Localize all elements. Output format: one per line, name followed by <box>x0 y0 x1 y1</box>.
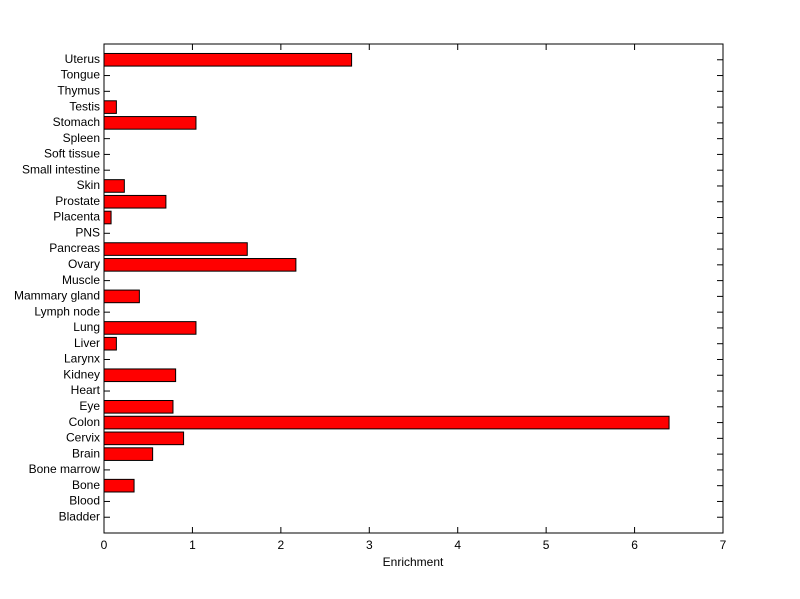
bar <box>103 210 112 225</box>
x-tick-label: 1 <box>189 538 196 552</box>
y-tick-label: Muscle <box>62 273 100 287</box>
bar <box>103 478 135 493</box>
y-tick-label: Soft tissue <box>44 147 100 161</box>
bar <box>103 336 117 351</box>
y-tick-label: Brain <box>72 446 100 460</box>
y-tick-label: Stomach <box>53 115 100 129</box>
y-tick-label: Larynx <box>64 352 100 366</box>
x-tick-label: 3 <box>366 538 373 552</box>
y-tick-label: Cervix <box>66 431 100 445</box>
x-tick-label: 5 <box>543 538 550 552</box>
bar <box>103 447 154 461</box>
y-tick-label: Prostate <box>55 194 100 208</box>
bar <box>103 194 167 209</box>
bar <box>103 399 174 414</box>
y-tick-label: Skin <box>77 178 100 192</box>
y-tick-label: Lymph node <box>34 304 100 318</box>
x-tick-label: 0 <box>101 538 108 552</box>
y-tick-label: Mammary gland <box>14 289 100 303</box>
x-tick-label: 4 <box>454 538 461 552</box>
plot-frame <box>103 43 724 534</box>
bar <box>103 52 353 67</box>
y-tick-label: Bone <box>72 478 100 492</box>
bar <box>103 258 297 272</box>
y-tick-label: Colon <box>69 415 100 429</box>
x-axis-label: Enrichment <box>383 555 444 569</box>
bar <box>103 116 197 130</box>
y-tick-label: Testis <box>69 99 100 113</box>
y-tick-label: PNS <box>75 225 100 239</box>
x-tick-label: 6 <box>631 538 638 552</box>
bar <box>103 415 670 430</box>
bar <box>103 100 117 114</box>
y-tick-label: Pancreas <box>49 241 100 255</box>
y-tick-label: Spleen <box>63 131 100 145</box>
y-tick-label: Placenta <box>53 210 100 224</box>
y-tick-label: Ovary <box>68 257 100 271</box>
bar <box>103 179 125 193</box>
bar <box>103 431 185 446</box>
bar <box>103 368 177 383</box>
y-tick-label: Thymus <box>57 83 100 97</box>
x-tick-label: 2 <box>278 538 285 552</box>
x-tick-label: 7 <box>720 538 727 552</box>
bar <box>103 242 248 256</box>
y-tick-label: Lung <box>73 320 100 334</box>
bar <box>103 289 140 304</box>
y-tick-label: Blood <box>69 494 100 508</box>
bar <box>103 321 197 335</box>
y-tick-label: Tongue <box>61 68 101 82</box>
y-tick-label: Bone marrow <box>29 462 101 476</box>
y-tick-label: Bladder <box>59 509 100 523</box>
y-tick-label: Eye <box>79 399 100 413</box>
y-tick-label: Liver <box>74 336 100 350</box>
y-tick-label: Small intestine <box>22 162 100 176</box>
y-tick-label: Heart <box>71 383 101 397</box>
y-tick-label: Kidney <box>63 367 100 381</box>
y-tick-label: Uterus <box>65 52 100 66</box>
